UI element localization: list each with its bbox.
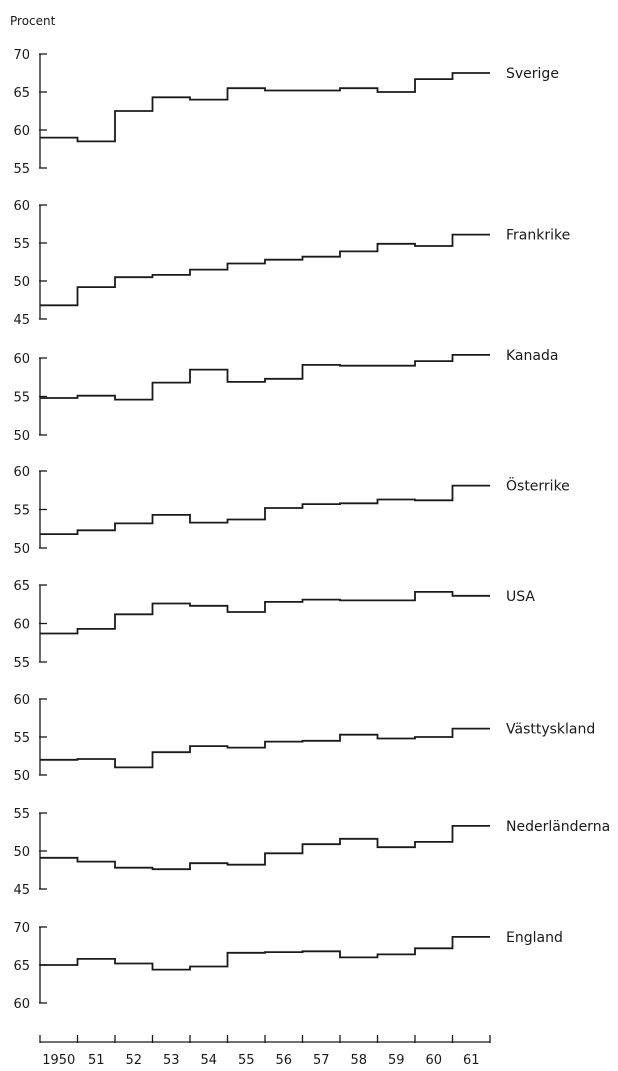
y-tick-label: 60 (13, 618, 30, 633)
y-tick-label: 70 (13, 48, 30, 63)
x-tick-label: 60 (425, 1053, 442, 1068)
x-tick-label: 61 (463, 1053, 480, 1068)
series-line-österrike (40, 484, 490, 535)
y-tick-label: 60 (13, 124, 30, 139)
panel-6: 45 50 55 Nederländerna (13, 807, 610, 898)
x-tick-label: 1950 (42, 1053, 75, 1068)
y-tick-label: 55 (13, 237, 30, 252)
y-tick-label: 60 (13, 997, 30, 1012)
y-tick-label: 65 (13, 86, 30, 101)
panel-1: 45 50 55 60 Frankrike (13, 199, 570, 328)
y-tick-label: 60 (13, 693, 30, 708)
x-tick-label: 57 (313, 1053, 330, 1068)
series-label: Nederländerna (506, 819, 610, 835)
x-tick-label: 51 (88, 1053, 105, 1068)
y-tick-label: 55 (13, 807, 30, 822)
series-label: Kanada (506, 348, 558, 364)
series-line-nederländerna (40, 825, 490, 871)
y-tick-label: 50 (13, 429, 30, 444)
y-tick-label: 50 (13, 769, 30, 784)
series-line-västtyskland (40, 727, 490, 769)
y-tick-label: 50 (13, 542, 30, 557)
series-line-england (40, 936, 490, 971)
series-line-sverige (40, 72, 490, 143)
x-tick-label: 59 (388, 1053, 405, 1068)
series-line-frankrike (40, 233, 490, 307)
series-label: Västtyskland (506, 722, 595, 738)
panel-0: 55 60 65 70 Sverige (13, 48, 558, 177)
panel-2: 50 55 60 Kanada (13, 348, 558, 444)
series-label: Sverige (506, 66, 559, 82)
y-tick-label: 55 (13, 391, 30, 406)
panel-5: 50 55 60 Västtyskland (13, 693, 595, 784)
panel-7: 60 65 70 England (13, 921, 562, 1012)
x-tick-label: 55 (238, 1053, 255, 1068)
panel-4: 55 60 65 USA (13, 579, 535, 671)
x-tick-label: 56 (275, 1053, 292, 1068)
y-tick-label: 55 (13, 162, 30, 177)
y-tick-label: 60 (13, 352, 30, 367)
y-tick-label: 65 (13, 579, 30, 594)
y-tick-label: 50 (13, 845, 30, 860)
chart-panels: 55 60 65 70 Sverige 45 50 55 60 Frankrike 50 55 60 Ka… (13, 48, 610, 1012)
series-label: Österrike (506, 477, 570, 495)
x-tick-label: 54 (200, 1053, 217, 1068)
y-tick-label: 60 (13, 465, 30, 480)
y-tick-label: 60 (13, 199, 30, 214)
y-tick-label: 55 (13, 504, 30, 519)
x-tick-label: 52 (125, 1053, 142, 1068)
series-line-kanada (40, 354, 490, 401)
y-tick-label: 70 (13, 921, 30, 936)
panel-3: 50 55 60 Österrike (13, 465, 569, 557)
x-tick-label: 58 (350, 1053, 367, 1068)
y-tick-label: 55 (13, 731, 30, 746)
y-tick-label: 55 (13, 656, 30, 671)
y-tick-label: 45 (13, 883, 30, 898)
y-tick-label: 65 (13, 959, 30, 974)
series-label: Frankrike (506, 228, 570, 244)
y-tick-label: 45 (13, 313, 30, 328)
series-line-usa (40, 591, 490, 635)
y-tick-label: 50 (13, 275, 30, 290)
x-tick-label: 53 (163, 1053, 180, 1068)
series-label: England (506, 930, 563, 946)
x-axis: 1950 51 52 53 54 55 56 57 58 59 60 61 (39, 1035, 491, 1068)
series-label: USA (506, 589, 535, 605)
y-unit-label: Procent (10, 14, 56, 28)
